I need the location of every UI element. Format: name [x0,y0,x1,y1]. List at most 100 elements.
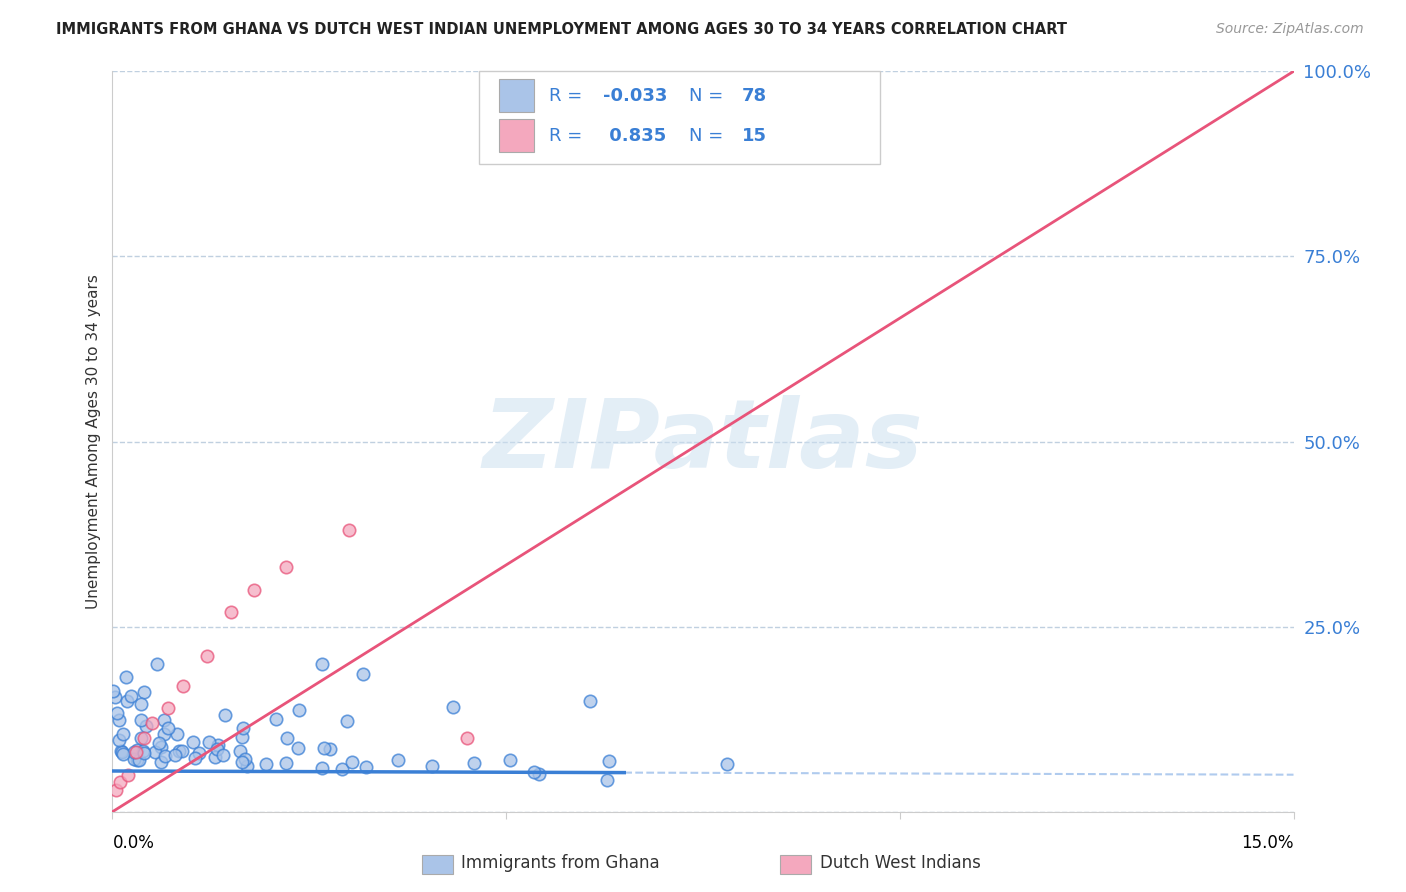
Point [131,697,153,711]
Point [204,749,226,764]
Point [129,713,152,727]
Point [336,714,359,729]
Point [214,708,236,723]
Point [523,764,546,779]
Point [254,756,277,771]
Point [125,753,148,767]
Text: N =: N = [689,127,723,145]
Point [232,721,254,735]
Point [264,712,287,726]
Text: 0.0%: 0.0% [112,834,155,852]
Point [716,756,738,771]
Point [125,746,148,760]
Text: 15: 15 [742,127,768,145]
Point [235,758,257,772]
Point [288,702,311,716]
FancyBboxPatch shape [499,79,534,112]
Point [198,735,221,749]
Point [319,741,342,756]
Point [166,727,188,741]
Point [132,744,155,758]
Point [527,766,550,780]
Point [153,713,176,727]
Point [311,761,333,775]
Point [207,738,229,752]
Point [337,524,360,538]
Point [125,743,148,757]
Point [110,744,132,758]
Point [276,731,298,745]
Point [132,731,155,745]
Text: ZIPatlas: ZIPatlas [482,395,924,488]
Point [499,753,522,767]
Point [228,743,250,757]
Point [148,736,170,750]
Point [172,743,194,757]
Point [243,582,266,597]
Point [231,731,253,745]
Point [456,731,478,745]
Point [122,752,145,766]
Point [420,759,443,773]
Point [103,683,125,698]
Text: R =: R = [550,87,582,104]
Point [112,727,135,741]
Text: Dutch West Indians: Dutch West Indians [820,855,980,872]
Point [114,670,136,684]
Point [340,756,363,770]
Point [115,694,138,708]
Point [463,756,485,770]
Point [287,741,309,756]
Point [146,657,169,671]
Point [143,745,166,759]
Point [311,657,333,671]
Text: R =: R = [550,127,582,145]
Point [172,679,194,693]
Point [195,649,218,664]
Point [181,735,204,749]
Text: Immigrants from Ghana: Immigrants from Ghana [461,855,659,872]
Point [128,753,150,767]
Point [108,713,131,727]
Point [104,690,127,704]
Point [150,739,173,754]
Point [274,560,297,574]
Point [596,772,619,787]
Point [598,754,620,768]
Point [276,756,298,771]
Point [135,719,157,733]
Point [205,741,228,756]
Y-axis label: Unemployment Among Ages 30 to 34 years: Unemployment Among Ages 30 to 34 years [86,274,101,609]
Point [183,751,205,765]
Point [107,706,129,720]
Point [155,748,177,763]
Point [233,752,256,766]
Point [212,747,235,762]
Point [312,741,335,756]
Point [156,701,179,715]
Point [167,744,190,758]
Point [231,756,253,770]
Point [330,762,353,776]
Point [129,731,152,745]
Point [441,700,464,714]
Point [219,605,242,619]
Point [132,746,155,760]
Point [111,745,134,759]
Point [120,689,142,703]
Text: -0.033: -0.033 [603,87,666,104]
Point [652,102,675,116]
Point [117,767,139,781]
Text: N =: N = [689,87,723,104]
Point [141,715,163,730]
Point [579,694,602,708]
Point [354,760,377,774]
Point [163,748,186,763]
FancyBboxPatch shape [478,71,880,164]
Text: IMMIGRANTS FROM GHANA VS DUTCH WEST INDIAN UNEMPLOYMENT AMONG AGES 30 TO 34 YEAR: IMMIGRANTS FROM GHANA VS DUTCH WEST INDI… [56,22,1067,37]
Point [150,756,173,770]
Point [187,747,209,761]
Text: 15.0%: 15.0% [1241,834,1294,852]
Point [387,754,409,768]
Text: 0.835: 0.835 [603,127,666,145]
